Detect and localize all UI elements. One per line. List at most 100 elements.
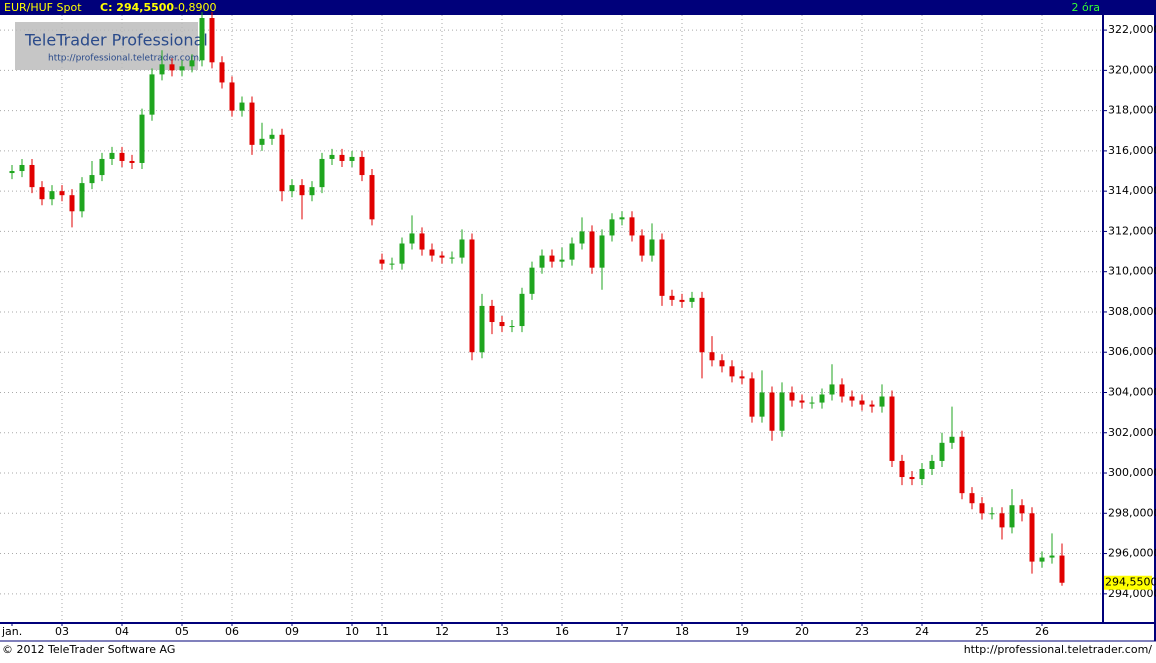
candle-body	[119, 152, 125, 161]
candle-body	[999, 513, 1005, 528]
copyright: © 2012 TeleTrader Software AG	[2, 643, 175, 656]
x-tick-label: 06	[225, 625, 239, 638]
candle-body	[629, 217, 635, 236]
header-bar	[0, 0, 1156, 15]
candle-body	[19, 164, 25, 172]
x-tick-label: 26	[1035, 625, 1049, 638]
candle-body	[489, 305, 495, 323]
candle-body	[1019, 505, 1025, 514]
candle-body	[339, 154, 345, 161]
candle-body	[799, 400, 805, 403]
candle-body	[659, 239, 665, 296]
candle-body	[499, 322, 505, 327]
y-tick-label: 294,0000	[1108, 587, 1156, 600]
candle-body	[929, 460, 935, 469]
candle-body	[219, 62, 225, 83]
y-tick-label: 316,0000	[1108, 144, 1156, 157]
candle-body	[749, 378, 755, 417]
candle-body	[209, 18, 215, 63]
candle-body	[1059, 555, 1065, 583]
candle-body	[459, 239, 465, 258]
candle-body	[49, 191, 55, 200]
candle-body	[379, 259, 385, 264]
candle-body	[449, 257, 455, 259]
candle-body	[869, 404, 875, 407]
candle-body	[9, 171, 15, 174]
candle-body	[539, 255, 545, 268]
candle-body	[899, 460, 905, 478]
candle-body	[509, 326, 515, 328]
candle-body	[649, 239, 655, 256]
candle-body	[59, 191, 65, 196]
candle-body	[279, 134, 285, 192]
candle-body	[269, 134, 275, 139]
candle-body	[699, 297, 705, 353]
candle-body	[419, 233, 425, 250]
candle-body	[319, 158, 325, 188]
close-label: C: 294,5500	[100, 1, 174, 14]
y-tick-label: 314,0000	[1108, 184, 1156, 197]
candle-body	[1029, 513, 1035, 562]
y-tick-label: 320,0000	[1108, 63, 1156, 76]
candle-body	[739, 376, 745, 379]
y-tick-label: 306,0000	[1108, 345, 1156, 358]
candle-body	[619, 217, 625, 220]
candle-body	[479, 305, 485, 353]
candle-body	[1009, 505, 1015, 528]
x-tick-label: 16	[555, 625, 569, 638]
candle-body	[369, 175, 375, 220]
candle-body	[429, 249, 435, 256]
candles	[9, 11, 1065, 586]
candle-body	[959, 436, 965, 494]
candle-body	[309, 187, 315, 196]
y-tick-label: 296,0000	[1108, 547, 1156, 560]
candle-body	[779, 392, 785, 431]
candle-body	[99, 158, 105, 176]
candle-body	[149, 74, 155, 115]
y-tick-label: 312,0000	[1108, 224, 1156, 237]
x-tick-label: 19	[735, 625, 749, 638]
candle-body	[829, 384, 835, 395]
candle-body	[389, 263, 395, 265]
candle-body	[29, 164, 35, 188]
candle-body	[289, 185, 295, 192]
x-tick-label: jan.	[1, 625, 22, 638]
x-tick-label: 09	[285, 625, 299, 638]
x-tick-label: 17	[615, 625, 629, 638]
candle-body	[109, 152, 115, 159]
x-tick-label: 05	[175, 625, 189, 638]
x-tick-label: 03	[55, 625, 69, 638]
candle-body	[599, 235, 605, 268]
watermark-box	[15, 22, 198, 70]
candle-body	[719, 360, 725, 367]
x-tick-label: 11	[375, 625, 389, 638]
candle-body	[249, 102, 255, 145]
candle-body	[439, 255, 445, 258]
candle-body	[159, 64, 165, 75]
candle-body	[919, 468, 925, 480]
candle-body	[189, 60, 195, 67]
candle-body	[789, 392, 795, 401]
candle-body	[939, 442, 945, 461]
candle-body	[139, 114, 145, 163]
axes: 294,0000 296,0000 298,0000 300,0000 302,0000…	[1, 23, 1156, 638]
y-tick-label: 302,0000	[1108, 426, 1156, 439]
plot-area	[0, 15, 1103, 622]
candle-body	[359, 156, 365, 176]
candle-body	[859, 400, 865, 405]
candle-body	[1039, 557, 1045, 562]
candle-body	[729, 366, 735, 377]
candle-body	[69, 195, 75, 212]
candle-body	[879, 396, 885, 407]
candle-body	[769, 392, 775, 431]
candle-body	[549, 255, 555, 262]
watermark-title: TeleTrader Professional	[24, 31, 208, 50]
y-tick-label: 308,0000	[1108, 305, 1156, 318]
change-label: -0,8900	[174, 1, 216, 14]
candle-body	[199, 18, 205, 61]
watermark-url: http://professional.teletrader.com/	[48, 54, 203, 64]
candle-body	[979, 503, 985, 514]
x-tick-label: 18	[675, 625, 689, 638]
candle-body	[589, 231, 595, 268]
